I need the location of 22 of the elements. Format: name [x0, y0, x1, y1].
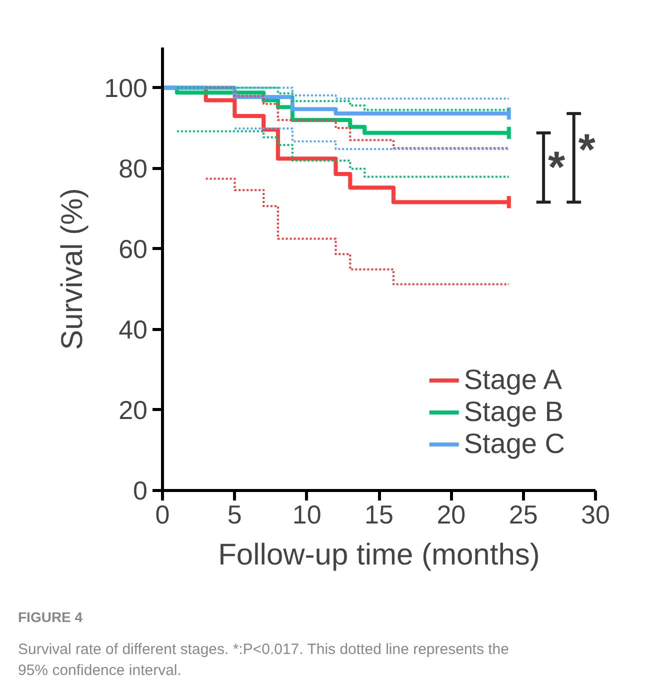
x-axis-title: Follow-up time (months) [218, 538, 540, 572]
x-tick-label: 30 [581, 500, 610, 530]
x-tick-label: 25 [508, 500, 538, 530]
y-tick-label: 60 [118, 234, 148, 264]
legend-label: Stage B [464, 396, 564, 428]
x-tick-label: 5 [227, 500, 242, 530]
y-axis-title: Survival (%) [56, 188, 90, 350]
legend-label: Stage C [464, 428, 565, 460]
legend-label: Stage A [464, 364, 562, 396]
y-tick-label: 0 [133, 476, 148, 506]
y-tick-label: 80 [118, 153, 148, 184]
text: Survival rate of different stages. *:P<0.017. This dotted line represents the 95% confidence interval. [18, 640, 510, 682]
x-tick-label: 0 [155, 500, 170, 530]
y-tick-label: 100 [104, 72, 148, 103]
x-tick-label: 10 [292, 500, 322, 530]
y-tick-label: 20 [118, 394, 148, 425]
x-tick-label: 15 [364, 500, 394, 530]
annotation: * [548, 143, 566, 192]
y-tick-label: 40 [118, 314, 148, 344]
x-tick-label: 20 [436, 500, 466, 530]
caption: FIGURE 4 [18, 608, 83, 627]
annotation: * [578, 125, 596, 174]
